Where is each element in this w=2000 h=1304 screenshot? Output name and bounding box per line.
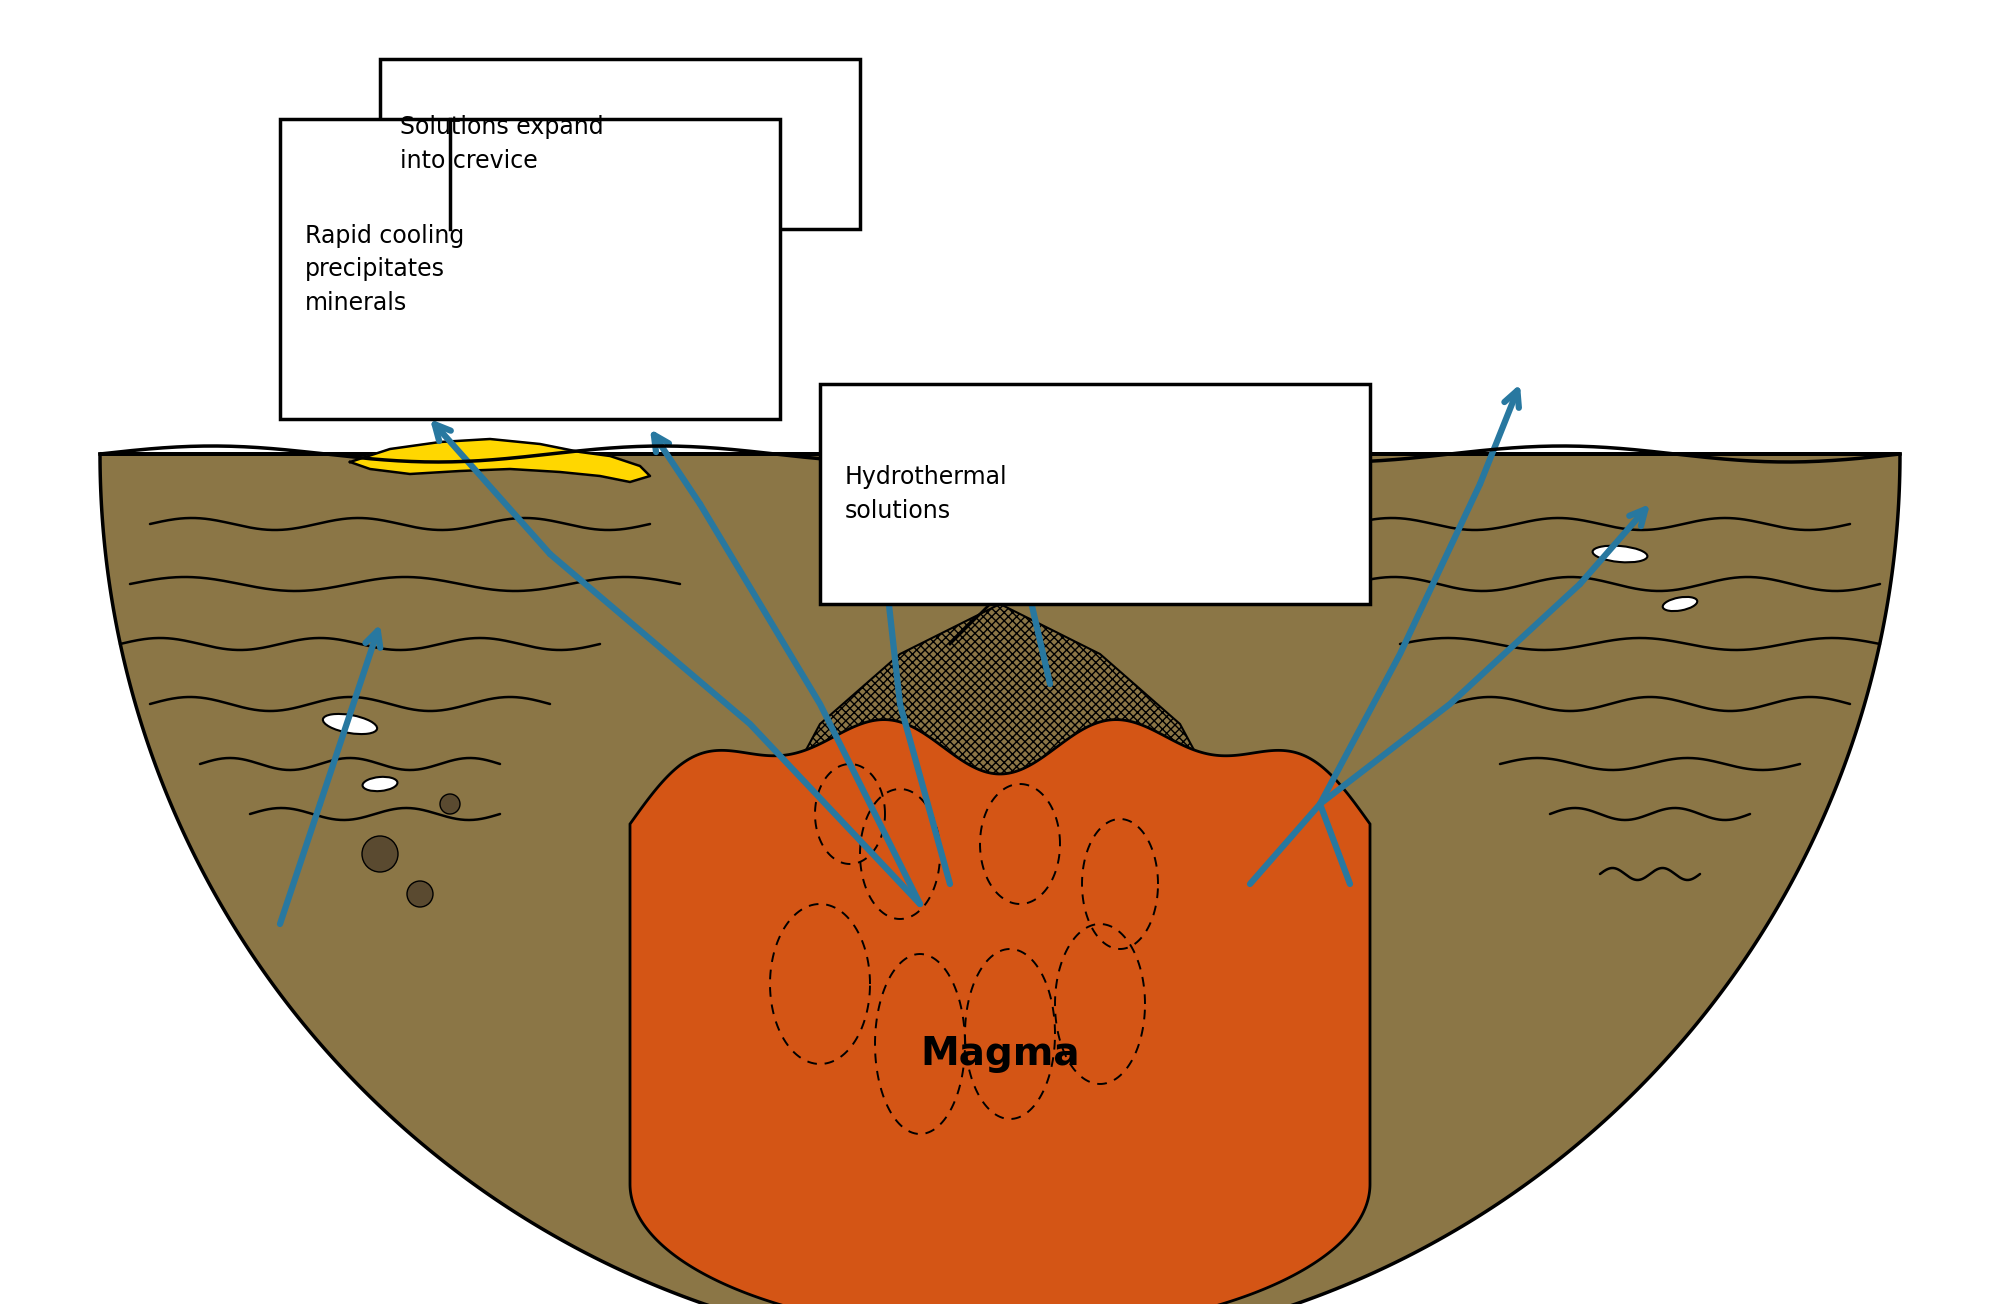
Circle shape (440, 794, 460, 814)
Ellipse shape (1662, 597, 1698, 612)
Polygon shape (630, 720, 1370, 1304)
Polygon shape (100, 454, 1900, 1304)
Ellipse shape (322, 713, 378, 734)
Ellipse shape (362, 777, 398, 792)
Text: Magma: Magma (920, 1035, 1080, 1073)
Text: Rapid cooling
precipitates
minerals: Rapid cooling precipitates minerals (304, 223, 464, 314)
Circle shape (362, 836, 398, 872)
Bar (280, 119, 780, 419)
Bar (820, 383, 1370, 604)
Polygon shape (700, 604, 1300, 1114)
Text: Hydrothermal
solutions: Hydrothermal solutions (844, 466, 1008, 523)
Circle shape (408, 882, 432, 908)
Polygon shape (350, 439, 650, 482)
Bar (380, 59, 860, 230)
Text: Solutions expand
into crevice: Solutions expand into crevice (400, 115, 604, 172)
Ellipse shape (1592, 545, 1648, 562)
